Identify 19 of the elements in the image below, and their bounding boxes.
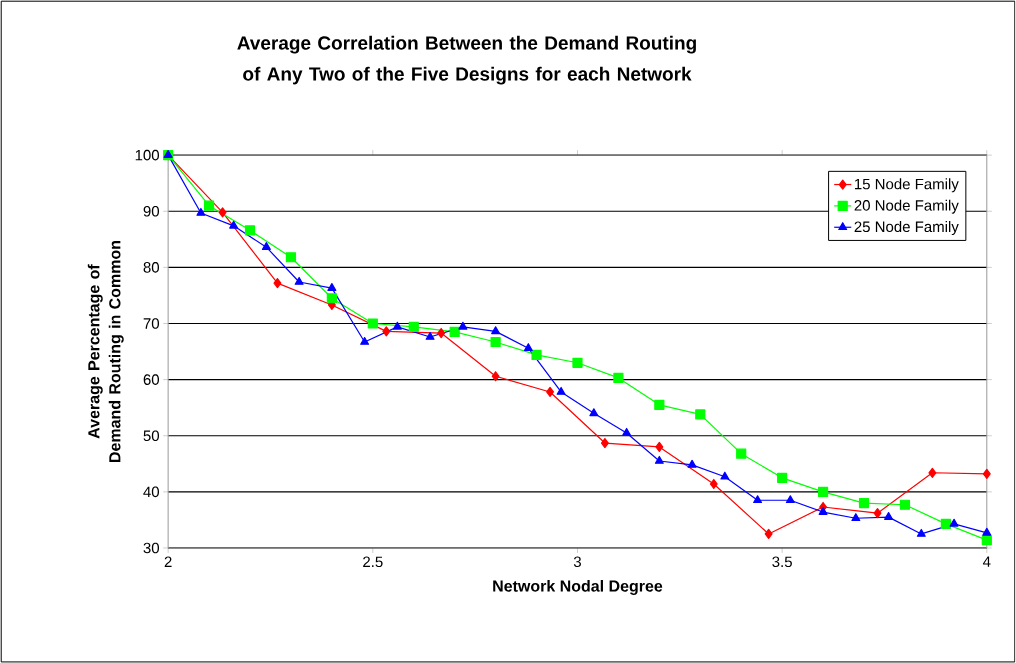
- x-axis-title: Network Nodal Degree: [493, 579, 663, 595]
- y-tick-label: 90: [143, 205, 160, 217]
- legend-label: 20 Node Family: [854, 199, 959, 214]
- x-tick-label: 3.5: [772, 556, 792, 568]
- chart-title: Average Correlation Between the Demand Routing of Any Two of the Five Designs for each Network: [237, 35, 696, 85]
- x-tick-label: 2.5: [363, 556, 383, 568]
- legend-label: 25 Node Family: [854, 221, 959, 235]
- y-tick-label: 50: [143, 430, 160, 441]
- y-axis-title: Average Percentage of Demand Routing in Common: [87, 240, 124, 462]
- x-tick-label: 2: [164, 556, 172, 567]
- legend-label: 15 Node Family: [855, 178, 959, 193]
- x-tick-label: 4: [982, 556, 991, 567]
- y-tick-label: 70: [143, 318, 160, 329]
- y-tick-label: 100: [135, 149, 160, 161]
- x-tick-label: 3: [573, 556, 581, 568]
- y-tick-label: 30: [143, 542, 160, 554]
- y-tick-label: 60: [143, 374, 160, 385]
- y-tick-label: 80: [143, 262, 160, 273]
- y-tick-label: 40: [143, 486, 160, 498]
